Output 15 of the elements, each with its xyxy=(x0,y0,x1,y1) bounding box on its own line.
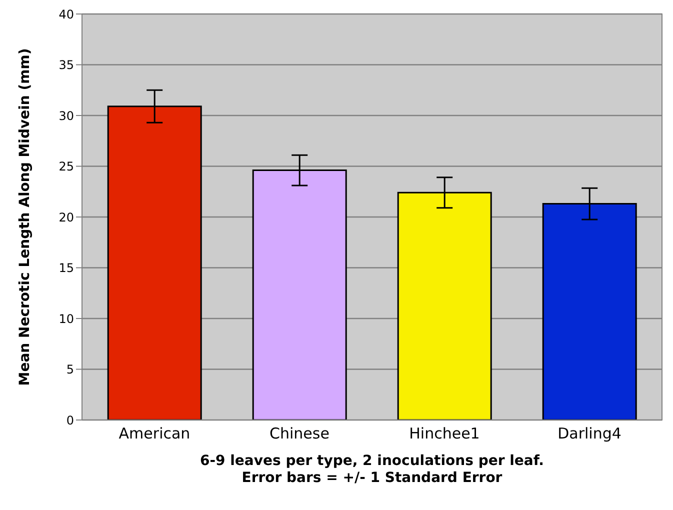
x-tick-label: Chinese xyxy=(270,424,330,443)
x-tick-label: Darling4 xyxy=(558,424,622,443)
y-tick-label: 10 xyxy=(58,312,74,326)
x-axis-title: 6-9 leaves per type, 2 inoculations per leaf. Error bars = +/- 1 Standard Error xyxy=(200,453,544,486)
y-tick-label: 40 xyxy=(58,7,74,22)
y-axis-title: Mean Necrotic Length Along Midvein (mm) xyxy=(16,48,33,386)
y-tick-label: 25 xyxy=(58,160,74,174)
y-tick-label: 35 xyxy=(58,58,74,72)
y-tick-label: 15 xyxy=(58,261,74,276)
y-tick-label: 5 xyxy=(66,362,74,377)
x-tick-label: American xyxy=(118,424,190,443)
y-tick-label: 30 xyxy=(58,108,74,123)
y-tick-label: 0 xyxy=(66,413,74,428)
x-tick-label: Hinchee1 xyxy=(409,424,480,443)
y-tick-label: 20 xyxy=(58,210,74,224)
